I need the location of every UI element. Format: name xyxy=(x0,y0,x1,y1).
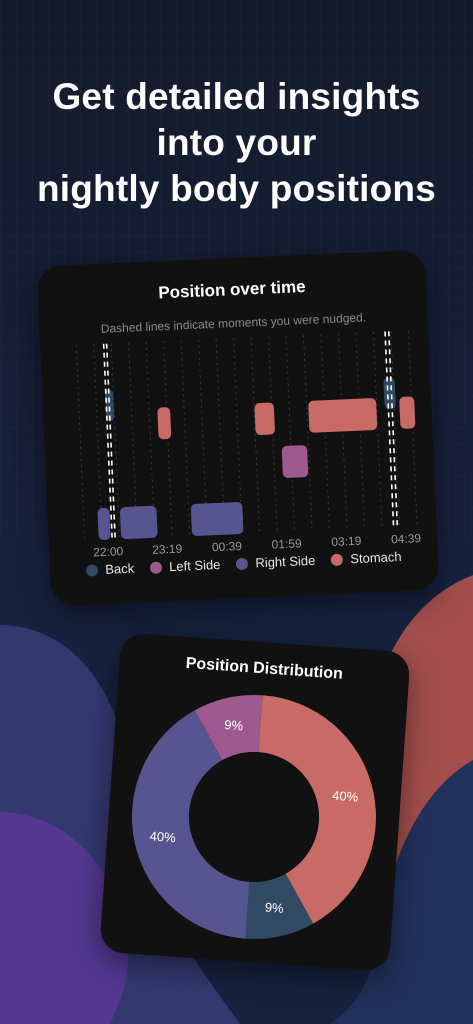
donut-slice-right-side xyxy=(131,710,250,939)
headline-line-3: nightly body positions xyxy=(36,168,437,209)
position-segment-stomach xyxy=(308,398,378,433)
legend-item-right-side: Right Side xyxy=(236,553,316,571)
x-tick-label: 22:00 xyxy=(93,544,124,559)
donut-slice-label: 40% xyxy=(149,828,176,845)
position-distribution-card: Position Distribution 40% 9% 40% 9% xyxy=(99,632,411,972)
donut-slice-stomach xyxy=(258,695,376,924)
position-over-time-card: Position over time Dashed lines indicate… xyxy=(36,249,440,607)
grid-line xyxy=(372,331,383,526)
grid-line xyxy=(285,335,295,530)
position-timeline-chart: 22:00 23:19 00:39 01:59 03:19 04:39 xyxy=(75,330,422,559)
legend-label: Left Side xyxy=(168,556,221,575)
grid-line xyxy=(93,344,103,539)
grid-line xyxy=(233,338,243,532)
legend-label: Stomach xyxy=(349,548,402,567)
x-tick-label: 00:39 xyxy=(212,539,243,554)
blob-purple xyxy=(0,812,129,1024)
position-segment-stomach xyxy=(254,402,275,436)
position-segment-stomach xyxy=(399,396,416,429)
x-tick-label: 03:19 xyxy=(331,534,362,549)
grid-line xyxy=(215,338,226,533)
position-segment-left-side xyxy=(281,445,309,478)
grid-line xyxy=(390,331,400,526)
legend-dot xyxy=(149,560,163,574)
donut-hole xyxy=(188,751,319,882)
grid-line xyxy=(145,341,156,536)
legend-dot xyxy=(331,553,344,566)
x-tick-label: 23:19 xyxy=(152,542,183,557)
legend-item-left-side: Left Side xyxy=(149,556,221,575)
donut-slice-label: 9% xyxy=(264,900,284,916)
legend-label: Back xyxy=(104,560,135,577)
x-tick-label: 01:59 xyxy=(271,536,302,551)
headline: Get detailed insights into your nightly … xyxy=(0,74,473,212)
position-segment-right-side xyxy=(119,505,158,539)
grid-line xyxy=(128,342,138,537)
legend-item-back: Back xyxy=(86,560,135,578)
position-segment-stomach xyxy=(157,407,172,440)
position-segment-back xyxy=(383,377,396,410)
position-segment-back xyxy=(105,389,115,422)
donut-slice-left-side xyxy=(194,694,263,761)
donut-slice-back xyxy=(245,873,314,939)
donut-slice-label: 40% xyxy=(332,788,359,805)
donut-slice-label: 9% xyxy=(224,717,244,733)
position-distribution-donut: 40% 9% 40% 9% xyxy=(131,694,376,939)
position-segment-right-side xyxy=(190,502,244,536)
legend-label: Right Side xyxy=(255,552,316,571)
grid-line xyxy=(198,339,208,534)
grid-line xyxy=(110,343,121,538)
x-tick-label: 04:39 xyxy=(391,531,422,546)
position-segment-right-side xyxy=(97,507,111,540)
legend-dot xyxy=(236,557,249,570)
grid-line xyxy=(303,335,313,529)
legend-item-stomach: Stomach xyxy=(331,549,402,567)
grid-line xyxy=(250,337,261,532)
grid-line xyxy=(75,344,86,539)
headline-line-1: Get detailed insights xyxy=(52,76,421,117)
grid-line xyxy=(180,340,191,535)
blob-blue xyxy=(330,760,473,1024)
legend-dot xyxy=(86,563,99,577)
headline-line-2: into your xyxy=(156,122,317,163)
